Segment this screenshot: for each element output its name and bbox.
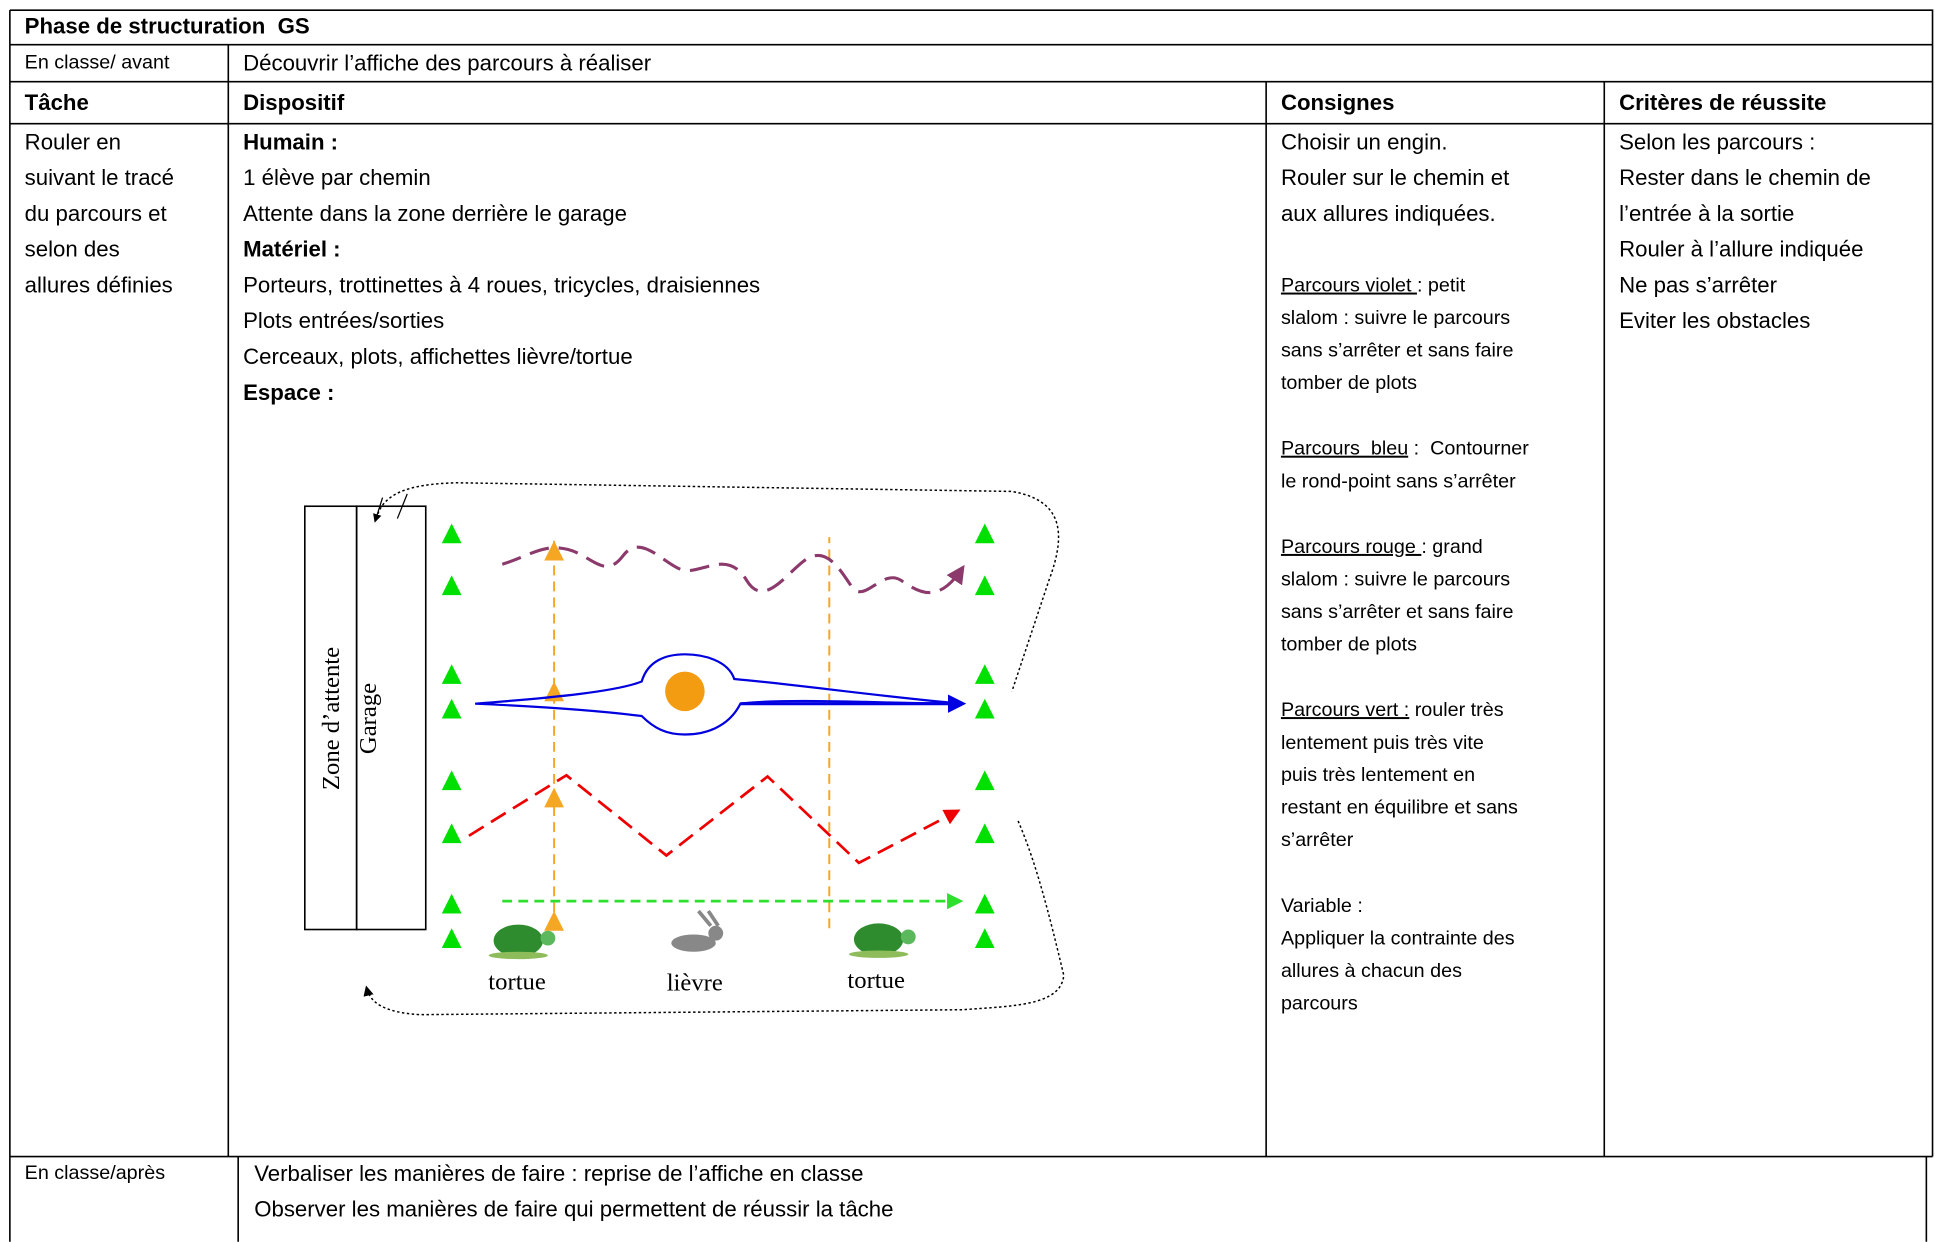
- zone-label: Zone d’attente: [318, 647, 345, 790]
- cell-line: slalom : suivre le parcours: [1281, 569, 1510, 591]
- return-path: [375, 482, 1060, 692]
- cell-line: puis très lentement en: [1281, 764, 1475, 786]
- cell-line: Cerceaux, plots, affichettes lièvre/tort…: [243, 344, 633, 369]
- animal-label: lièvre: [667, 970, 723, 997]
- cell-line: Ne pas s’arrêter: [1619, 272, 1778, 297]
- text: : petit: [1417, 275, 1466, 297]
- cone: [441, 823, 462, 844]
- turtle: [849, 923, 916, 958]
- cell-line: aux allures indiquées.: [1281, 201, 1496, 226]
- text: : grand: [1421, 536, 1482, 558]
- cell-line: Plots entrées/sorties: [243, 308, 444, 333]
- cell-line: selon des: [25, 237, 120, 262]
- cone: [974, 698, 995, 719]
- cell-line: tomber de plots: [1281, 372, 1417, 394]
- purple-path: [501, 545, 965, 595]
- column-header: Tâche: [25, 90, 89, 115]
- animal-label: tortue: [488, 968, 546, 995]
- cell-line: s’arrêter: [1281, 829, 1354, 851]
- cell-line: Choisir un engin.: [1281, 129, 1448, 154]
- underlined: Parcours violet: [1281, 275, 1417, 297]
- cell-line: suivant le tracé: [25, 165, 174, 190]
- cone: [974, 523, 995, 544]
- underlined: Parcours vert :: [1281, 699, 1409, 721]
- cone: [441, 664, 462, 684]
- return-path: [363, 820, 1065, 1016]
- cell-line: Parcours bleu : Contourner: [1281, 438, 1529, 460]
- cell-line: Rouler en: [25, 129, 121, 154]
- red-path: [468, 773, 961, 865]
- cell-line: allures à chacun des: [1281, 960, 1462, 982]
- table-borders: [9, 9, 1934, 1242]
- title: Phase de structuration GS: [25, 13, 310, 38]
- row-text: Observer les manières de faire qui perme…: [254, 1197, 893, 1222]
- underlined: Parcours rouge: [1281, 536, 1421, 558]
- cell-line: Rouler sur le chemin et: [1281, 165, 1509, 190]
- cell-line: Variable :: [1281, 895, 1363, 917]
- cell-line: Rester dans le chemin de: [1619, 165, 1871, 190]
- cone: [974, 770, 995, 791]
- cells: Rouler en suivant le tracé du parcours et s…: [25, 129, 1871, 1014]
- cell-line: Espace :: [243, 380, 334, 405]
- hare: [671, 909, 724, 952]
- turtle: [488, 924, 556, 960]
- cell-line: 1 élève par chemin: [243, 165, 431, 190]
- cell-line: tomber de plots: [1281, 634, 1417, 656]
- text: : Contourner: [1408, 438, 1529, 460]
- cell-line: Humain :: [243, 129, 338, 154]
- roundabout: [665, 671, 705, 712]
- cell-line: restant en équilibre et sans: [1281, 797, 1518, 819]
- cell-line: Eviter les obstacles: [1619, 308, 1810, 333]
- orange-lines: [553, 537, 831, 929]
- row-label: En classe/ avant: [25, 51, 170, 73]
- underlined: Parcours bleu: [1281, 438, 1408, 460]
- cone: [974, 664, 995, 684]
- return-arrow: [375, 493, 408, 521]
- column-header: Critères de réussite: [1619, 90, 1826, 115]
- cell-line: Parcours rouge : grand: [1281, 536, 1483, 558]
- cone: [441, 575, 462, 596]
- cone: [974, 575, 995, 596]
- cell-line: sans s’arrêter et sans faire: [1281, 340, 1514, 362]
- garage-box: [355, 505, 427, 931]
- cell-line: slalom : suivre le parcours: [1281, 307, 1510, 329]
- cell-line: Appliquer la contrainte des: [1281, 927, 1515, 949]
- diagram: Zone d’attente Garage tortue lièvre tort…: [304, 482, 1065, 1016]
- animal-label: tortue: [847, 967, 905, 994]
- column-header: Dispositif: [243, 90, 345, 115]
- cell-line: parcours: [1281, 992, 1358, 1014]
- cone: [441, 928, 462, 949]
- cone: [441, 698, 462, 719]
- cell-line: l’entrée à la sortie: [1619, 201, 1794, 226]
- row-label: En classe/après: [25, 1162, 166, 1184]
- cell-line: lentement puis très vite: [1281, 732, 1484, 754]
- cell-line: du parcours et: [25, 201, 167, 226]
- cell-line: Rouler à l’allure indiquée: [1619, 237, 1863, 262]
- cone: [441, 523, 462, 544]
- cell-line: allures définies: [25, 272, 173, 297]
- cone: [441, 770, 462, 791]
- cone: [974, 893, 995, 914]
- cell-line: Parcours violet : petit: [1281, 275, 1466, 297]
- cell-line: Porteurs, trottinettes à 4 roues, tricyc…: [243, 272, 760, 297]
- cones: [441, 523, 995, 949]
- cone: [441, 893, 462, 914]
- cell-line: Parcours vert : rouler très: [1281, 699, 1504, 721]
- cone: [974, 823, 995, 844]
- cell-line: Attente dans la zone derrière le garage: [243, 201, 627, 226]
- cell-line: Matériel :: [243, 237, 340, 262]
- cell-line: sans s’arrêter et sans faire: [1281, 601, 1514, 623]
- garage-label: Garage: [355, 683, 382, 754]
- text: rouler très: [1409, 699, 1503, 721]
- row-text: Découvrir l’affiche des parcours à réali…: [243, 50, 652, 75]
- cone: [974, 928, 995, 949]
- cell-line: Selon les parcours :: [1619, 129, 1815, 154]
- row-text: Verbaliser les manières de faire : repri…: [254, 1161, 863, 1186]
- column-header: Consignes: [1281, 90, 1395, 115]
- cell-line: le rond-point sans s’arrêter: [1281, 470, 1516, 492]
